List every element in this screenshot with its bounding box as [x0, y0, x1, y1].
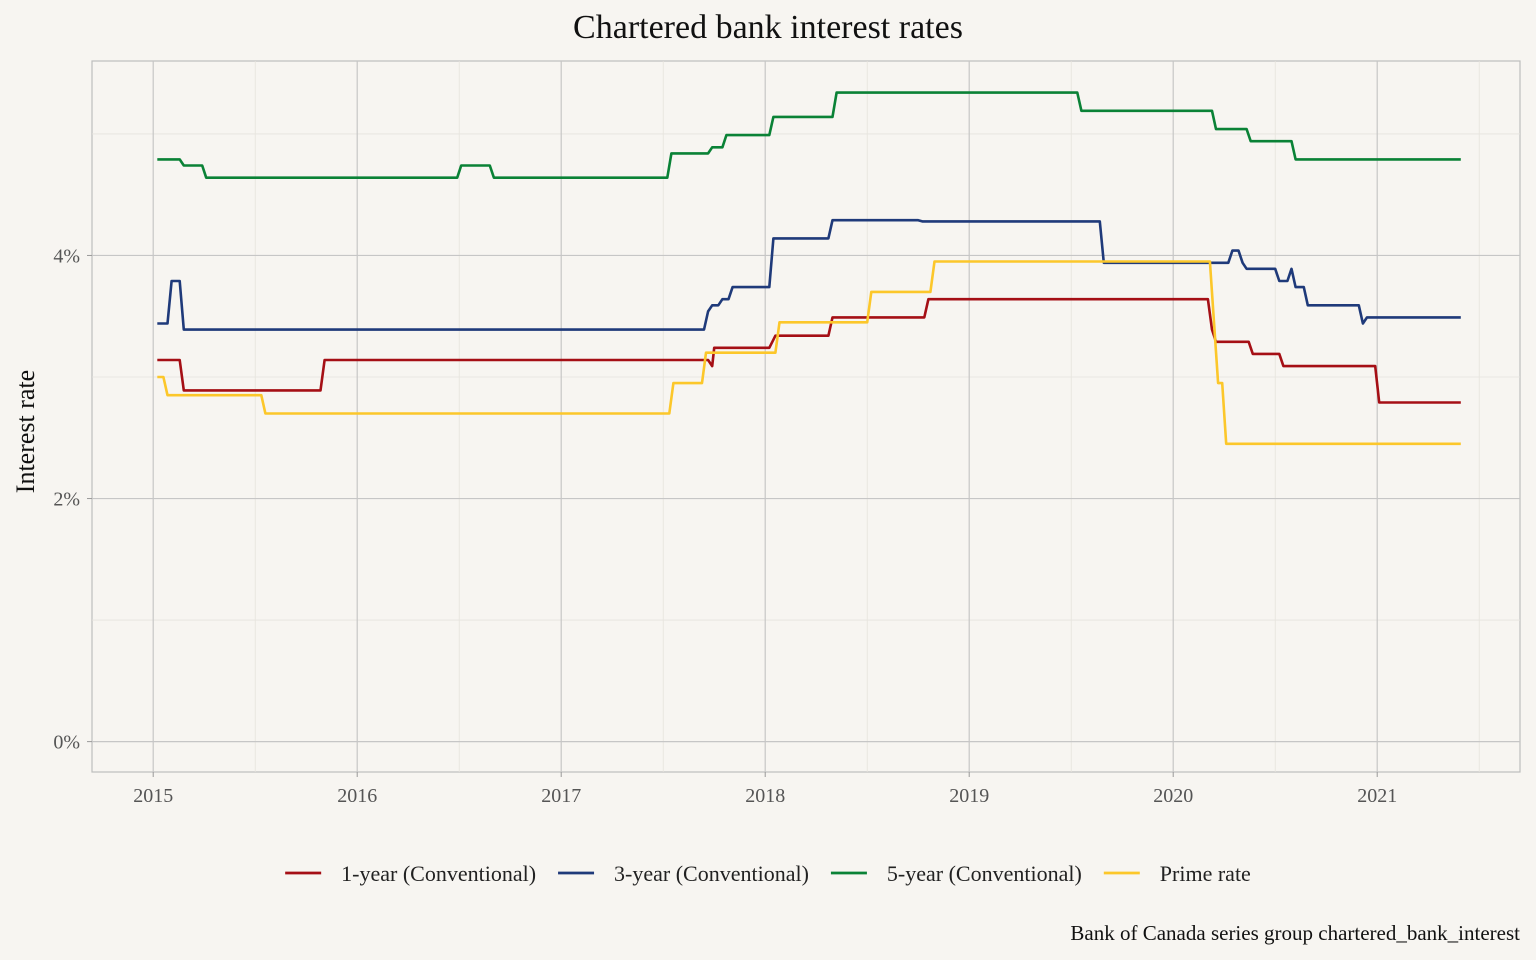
x-tick-label: 2016 — [337, 785, 377, 807]
chart-caption: Bank of Canada series group chartered_ba… — [1070, 921, 1520, 945]
x-tick-label: 2021 — [1357, 785, 1397, 807]
legend-label: 3-year (Conventional) — [614, 861, 809, 886]
x-tick-label: 2019 — [949, 785, 989, 807]
y-tick-label: 4% — [53, 245, 80, 267]
y-tick-label: 2% — [53, 489, 80, 511]
legend-label: 5-year (Conventional) — [887, 861, 1082, 886]
legend-label: Prime rate — [1160, 861, 1251, 886]
plot-panel — [91, 60, 1521, 773]
legend-label: 1-year (Conventional) — [341, 861, 536, 886]
series-line-3 — [157, 91, 1461, 179]
x-tick-label: 2017 — [541, 785, 581, 807]
series-line-1 — [157, 297, 1461, 404]
x-tick-label: 2015 — [133, 785, 173, 807]
y-axis-label: Interest rate — [11, 370, 40, 493]
x-tick-label: 2018 — [745, 785, 785, 807]
x-tick-label: 2020 — [1153, 785, 1193, 807]
series-line-4 — [157, 260, 1461, 446]
y-tick-label: 0% — [53, 732, 80, 754]
chart-title: Chartered bank interest rates — [573, 9, 963, 46]
series-line-2 — [157, 218, 1461, 331]
